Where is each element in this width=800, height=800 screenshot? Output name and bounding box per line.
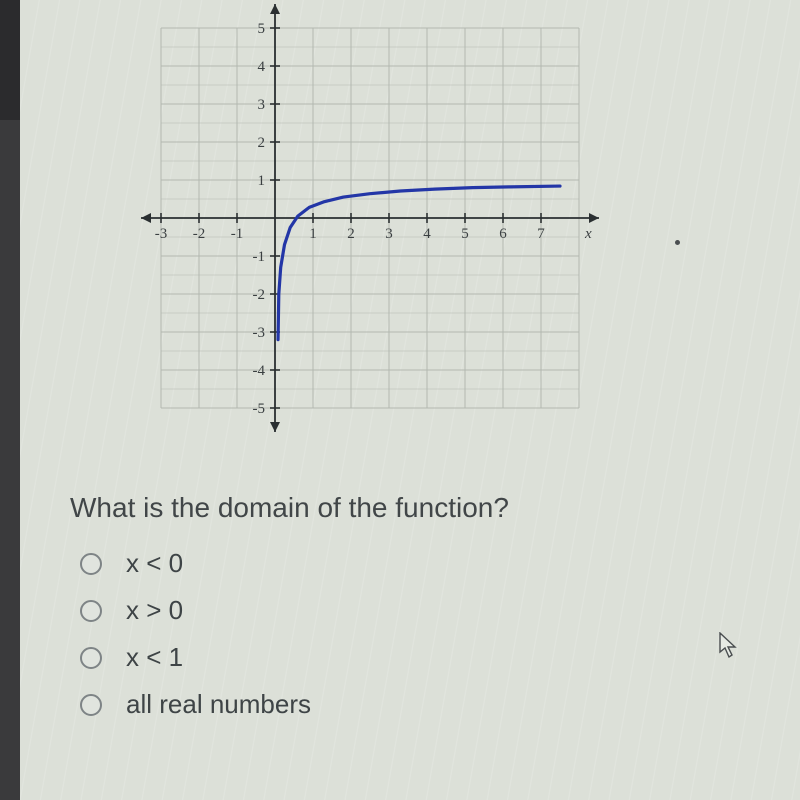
svg-text:5: 5	[461, 226, 469, 242]
window-shadow	[0, 0, 22, 120]
svg-text:-5: -5	[253, 401, 266, 417]
option-row[interactable]: x < 1	[80, 642, 800, 673]
option-label: x > 0	[126, 595, 183, 626]
svg-text:-4: -4	[253, 363, 266, 379]
svg-text:3: 3	[258, 97, 266, 113]
svg-text:-1: -1	[253, 249, 266, 265]
svg-text:-1: -1	[231, 226, 244, 242]
svg-text:5: 5	[258, 21, 266, 37]
svg-text:2: 2	[347, 226, 355, 242]
option-label: x < 1	[126, 642, 183, 673]
worksheet-page: -3 -2 -1 1 2 3 4 5 6 7 x -5 -4 -3 -2 -1 1 2 3 4 5 What is th…	[20, 0, 800, 800]
svg-text:7: 7	[537, 226, 545, 242]
radio-icon[interactable]	[80, 553, 102, 575]
stray-dot	[675, 240, 680, 245]
svg-text:6: 6	[499, 226, 507, 242]
radio-icon[interactable]	[80, 647, 102, 669]
svg-text:1: 1	[309, 226, 317, 242]
graph-svg: -3 -2 -1 1 2 3 4 5 6 7 x -5 -4 -3 -2 -1 1 2 3 4 5	[80, 0, 640, 460]
svg-text:-2: -2	[193, 226, 206, 242]
option-row[interactable]: x > 0	[80, 595, 800, 626]
option-row[interactable]: x < 0	[80, 548, 800, 579]
svg-text:x: x	[584, 226, 592, 242]
svg-text:4: 4	[258, 59, 266, 75]
radio-icon[interactable]	[80, 694, 102, 716]
radio-icon[interactable]	[80, 600, 102, 622]
svg-text:1: 1	[258, 173, 266, 189]
svg-text:4: 4	[423, 226, 431, 242]
svg-text:2: 2	[258, 135, 266, 151]
svg-text:3: 3	[385, 226, 393, 242]
function-graph: -3 -2 -1 1 2 3 4 5 6 7 x -5 -4 -3 -2 -1 1 2 3 4 5	[80, 0, 640, 460]
svg-text:-3: -3	[155, 226, 168, 242]
question-text: What is the domain of the function?	[70, 492, 800, 524]
answer-options: x < 0 x > 0 x < 1 all real numbers	[80, 548, 800, 720]
option-row[interactable]: all real numbers	[80, 689, 800, 720]
option-label: all real numbers	[126, 689, 311, 720]
svg-text:-3: -3	[253, 325, 266, 341]
option-label: x < 0	[126, 548, 183, 579]
svg-text:-2: -2	[253, 287, 266, 303]
